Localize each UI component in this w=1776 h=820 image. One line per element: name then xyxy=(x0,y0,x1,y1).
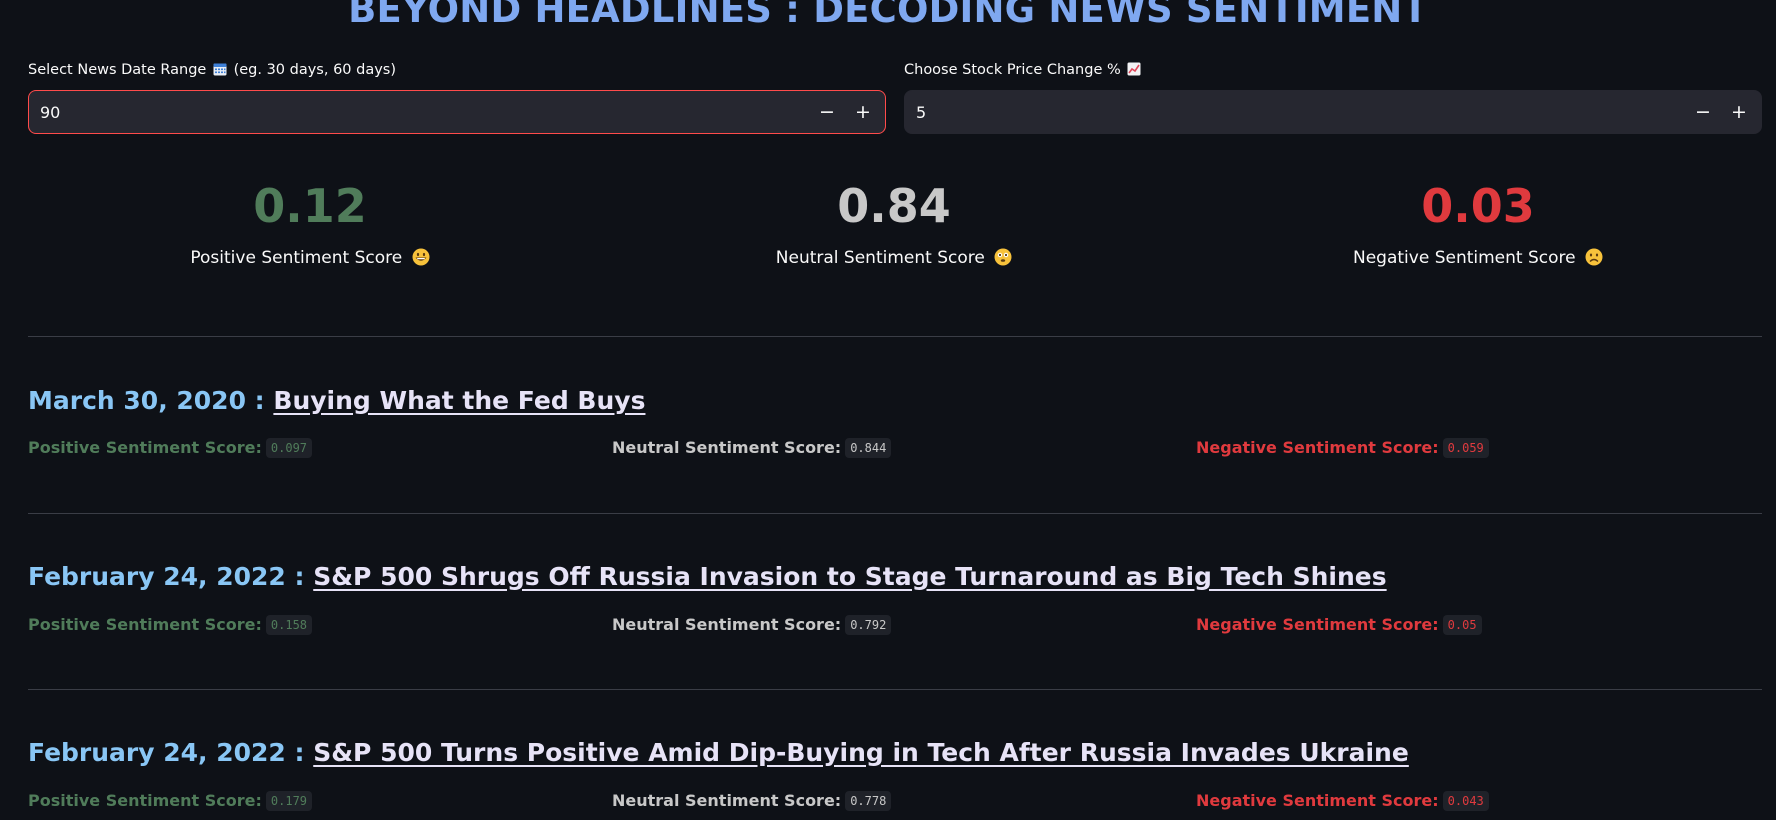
negative-score-value: 0.059 xyxy=(1442,438,1489,458)
frowning-face-icon xyxy=(1585,248,1603,266)
negative-metric: 0.03 Negative Sentiment Score xyxy=(1278,178,1678,268)
positive-score-label: Positive Sentiment Score: xyxy=(28,438,262,457)
positive-metric-value: 0.12 xyxy=(253,179,367,233)
calendar-icon xyxy=(213,63,227,76)
article-positive-score: Positive Sentiment Score: 0.158 xyxy=(28,615,313,635)
price-change-value[interactable]: 5 xyxy=(916,103,927,122)
positive-score-label: Positive Sentiment Score: xyxy=(28,615,262,634)
positive-metric-caption-text: Positive Sentiment Score xyxy=(190,248,403,268)
neutral-score-label: Neutral Sentiment Score: xyxy=(612,791,842,810)
article-positive-score: Positive Sentiment Score: 0.097 xyxy=(28,438,313,458)
negative-score-value: 0.043 xyxy=(1442,791,1489,811)
article-headline-link[interactable]: Buying What the Fed Buys xyxy=(273,386,646,415)
article-heading: February 24, 2022 : S&P 500 Turns Positi… xyxy=(28,738,1409,767)
positive-score-value: 0.097 xyxy=(265,438,313,458)
price-change-label-text: Choose Stock Price Change % xyxy=(904,62,1121,78)
article-neutral-score: Neutral Sentiment Score: 0.792 xyxy=(612,615,892,635)
date-range-increment-button[interactable]: + xyxy=(855,101,871,123)
neutral-metric-caption: Neutral Sentiment Score xyxy=(694,248,1094,268)
article-headline-link[interactable]: S&P 500 Shrugs Off Russia Invasion to St… xyxy=(313,562,1387,591)
neutral-score-value: 0.844 xyxy=(845,438,892,458)
article-date: February 24, 2022 : xyxy=(28,738,305,767)
divider xyxy=(28,513,1762,514)
article-headline-link[interactable]: S&P 500 Turns Positive Amid Dip-Buying i… xyxy=(313,738,1409,767)
date-range-label-text: Select News Date Range xyxy=(28,62,207,78)
neutral-score-label: Neutral Sentiment Score: xyxy=(612,615,842,634)
negative-metric-value: 0.03 xyxy=(1421,179,1535,233)
negative-metric-caption-text: Negative Sentiment Score xyxy=(1353,248,1576,268)
article-neutral-score: Neutral Sentiment Score: 0.778 xyxy=(612,791,892,811)
price-change-decrement-button[interactable]: − xyxy=(1695,101,1711,123)
date-range-hint: (eg. 30 days, 60 days) xyxy=(233,62,397,78)
article-neutral-score: Neutral Sentiment Score: 0.844 xyxy=(612,438,892,458)
positive-score-value: 0.179 xyxy=(265,791,313,811)
article-heading: February 24, 2022 : S&P 500 Shrugs Off R… xyxy=(28,562,1387,591)
neutral-score-value: 0.792 xyxy=(845,615,892,635)
article-date: February 24, 2022 : xyxy=(28,562,305,591)
flushed-face-icon xyxy=(994,248,1012,266)
article-negative-score: Negative Sentiment Score: 0.05 xyxy=(1196,615,1482,635)
neutral-score-label: Neutral Sentiment Score: xyxy=(612,438,842,457)
price-change-label: Choose Stock Price Change % xyxy=(904,62,1143,78)
negative-score-label: Negative Sentiment Score: xyxy=(1196,438,1439,457)
negative-score-label: Negative Sentiment Score: xyxy=(1196,791,1439,810)
page-title: BEYOND HEADLINES : DECODING NEWS SENTIME… xyxy=(348,0,1428,31)
article-date: March 30, 2020 : xyxy=(28,386,265,415)
negative-score-label: Negative Sentiment Score: xyxy=(1196,615,1439,634)
price-change-input[interactable]: 5 − + xyxy=(904,90,1762,134)
chart-increasing-icon xyxy=(1127,62,1141,76)
negative-metric-caption: Negative Sentiment Score xyxy=(1278,248,1678,268)
date-range-input[interactable]: 90 − + xyxy=(28,90,886,134)
article-heading: March 30, 2020 : Buying What the Fed Buy… xyxy=(28,386,645,415)
negative-score-value: 0.05 xyxy=(1442,615,1482,635)
date-range-label: Select News Date Range (eg. 30 days, 60 … xyxy=(28,62,396,78)
neutral-score-value: 0.778 xyxy=(845,791,892,811)
price-change-increment-button[interactable]: + xyxy=(1731,101,1747,123)
grinning-face-icon xyxy=(412,248,430,266)
neutral-metric: 0.84 Neutral Sentiment Score xyxy=(694,178,1094,268)
positive-metric-caption: Positive Sentiment Score xyxy=(110,248,510,268)
article-positive-score: Positive Sentiment Score: 0.179 xyxy=(28,791,313,811)
article-negative-score: Negative Sentiment Score: 0.059 xyxy=(1196,438,1489,458)
positive-metric: 0.12 Positive Sentiment Score xyxy=(110,178,510,268)
neutral-metric-value: 0.84 xyxy=(837,179,951,233)
neutral-metric-caption-text: Neutral Sentiment Score xyxy=(775,248,985,268)
divider xyxy=(28,336,1762,337)
date-range-decrement-button[interactable]: − xyxy=(819,101,835,123)
article-negative-score: Negative Sentiment Score: 0.043 xyxy=(1196,791,1489,811)
positive-score-label: Positive Sentiment Score: xyxy=(28,791,262,810)
positive-score-value: 0.158 xyxy=(265,615,313,635)
date-range-value[interactable]: 90 xyxy=(40,103,61,122)
divider xyxy=(28,689,1762,690)
